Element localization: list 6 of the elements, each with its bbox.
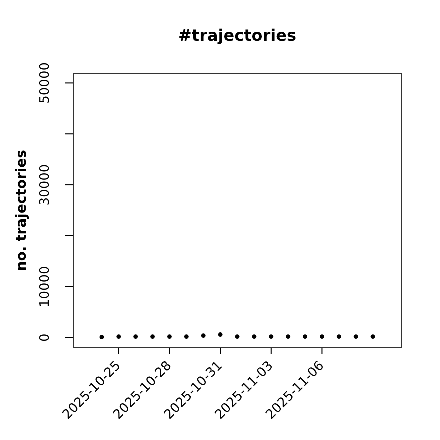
y-tick-label: 50000: [38, 62, 53, 104]
y-axis-title: no. trajectories: [14, 150, 30, 272]
y-tick-label: 0: [38, 334, 53, 342]
y-tick-label: 30000: [38, 164, 53, 206]
y-tick-label: 10000: [38, 266, 53, 308]
chart-title: #trajectories: [178, 26, 298, 45]
